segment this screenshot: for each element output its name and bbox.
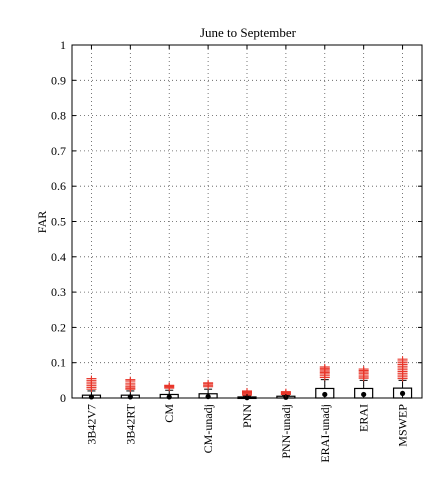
- plot-frame: [71, 44, 423, 399]
- y-tick-label: 0.4: [51, 250, 66, 264]
- outlier-marker: [125, 376, 136, 383]
- y-tick-label: 0.1: [51, 356, 66, 370]
- x-category-label: CM-unadj: [201, 404, 215, 453]
- x-category-label: ERAI-unadj: [318, 404, 332, 463]
- y-tick-label: 0.6: [51, 179, 66, 193]
- outlier-marker: [86, 375, 97, 382]
- y-tick-label: 0.7: [51, 144, 66, 158]
- median-marker: [399, 390, 406, 397]
- x-category-label: PNN: [240, 404, 254, 428]
- y-tick-label: 0.8: [51, 109, 66, 123]
- chart-title: June to September: [200, 25, 297, 40]
- x-category-label: CM: [162, 404, 176, 423]
- box-series: [81, 356, 413, 401]
- x-category-label: MSWEP: [396, 404, 410, 447]
- outlier-marker: [242, 387, 252, 394]
- x-category-label: ERAI: [357, 404, 371, 432]
- outlier-marker: [203, 379, 214, 386]
- outlier-marker: [358, 366, 369, 373]
- y-axis-label: FAR: [35, 211, 49, 233]
- y-tick-label: 0.9: [51, 73, 66, 87]
- outlier-marker: [280, 388, 291, 395]
- x-category-label: PNN-unadj: [279, 404, 293, 459]
- outlier-marker: [397, 356, 408, 363]
- y-tick-label: 0: [60, 391, 66, 405]
- grid: [72, 45, 422, 398]
- outlier-marker: [319, 363, 330, 370]
- x-category-label: 3B42V7: [84, 404, 98, 445]
- box-ERAI-unadj: [315, 363, 335, 399]
- y-tick-label: 1: [60, 38, 66, 52]
- box-MSWEP: [392, 356, 413, 399]
- y-tick-label: 0.5: [51, 215, 66, 229]
- box-ERAI: [354, 366, 374, 399]
- outlier-marker: [164, 382, 175, 389]
- y-tick-label: 0.2: [51, 320, 66, 334]
- y-axis: 0 0.1 0.2 0.3 0.4 0.5 0.6 0.7 0.8 0.9 1: [51, 38, 422, 405]
- x-axis: 3B42V7 3B42RT CM CM-unadj PNN PNN-unadj ERAI-u…: [84, 45, 410, 463]
- y-tick-label: 0.3: [51, 285, 66, 299]
- x-category-label: 3B42RT: [123, 403, 137, 444]
